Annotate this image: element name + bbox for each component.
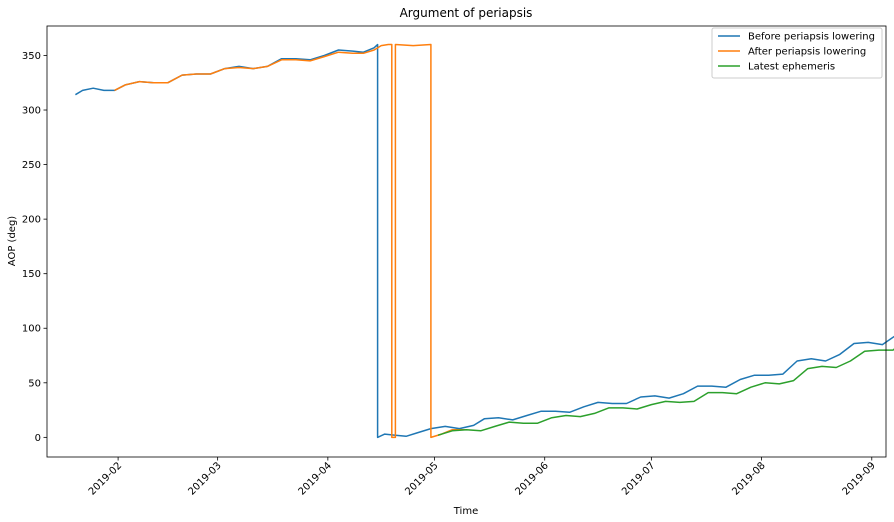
y-tick-label: 350	[22, 51, 41, 62]
x-tick-label: 2019-07	[620, 460, 657, 497]
series-layer	[75, 43, 894, 439]
y-axis: 0 50 100 150 200 250 300 350	[22, 51, 47, 444]
y-tick-label: 50	[28, 378, 41, 389]
y-axis-label: AOP (deg)	[7, 216, 18, 266]
y-tick-label: 100	[22, 324, 41, 335]
x-axis-label: Time	[453, 506, 478, 517]
legend-label-3: Latest ephemeris	[748, 62, 835, 73]
x-tick-label: 2019-05	[403, 460, 440, 497]
legend-box	[711, 27, 883, 79]
y-tick-label: 150	[22, 269, 41, 280]
legend: Before periapsis lowering After periapsis…	[711, 27, 883, 79]
series-line-1	[75, 43, 894, 439]
y-tick-label: 0	[35, 433, 41, 444]
x-tick-label: 2019-09	[841, 460, 878, 497]
y-tick-label: 200	[22, 215, 41, 226]
axes-frame	[46, 25, 887, 458]
y-tick-label: 250	[22, 160, 41, 171]
legend-label-2: After periapsis lowering	[748, 47, 866, 58]
chart-title: Argument of periapsis	[400, 6, 533, 20]
x-axis: 2019-02 2019-03 2019-04 2019-05 2019-06 2019-…	[87, 457, 878, 498]
x-tick-label: 2019-06	[514, 460, 551, 497]
x-tick-label: 2019-03	[186, 460, 223, 497]
series-line-2	[114, 43, 467, 439]
x-tick-label: 2019-08	[730, 460, 767, 497]
plot-area	[46, 25, 894, 458]
x-tick-label: 2019-04	[297, 460, 334, 497]
y-tick-label: 300	[22, 106, 41, 117]
legend-label-1: Before periapsis lowering	[748, 32, 875, 43]
series-line-3	[437, 348, 894, 436]
x-tick-label: 2019-02	[87, 460, 124, 497]
